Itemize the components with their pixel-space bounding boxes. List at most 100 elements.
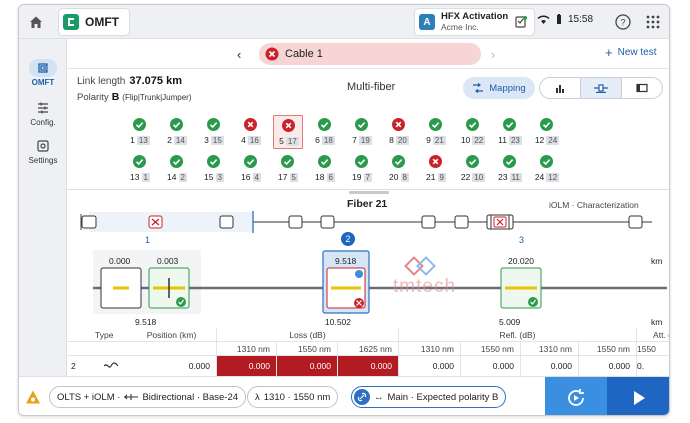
sliders-icon bbox=[38, 102, 48, 114]
fiber-number: 2 14 bbox=[162, 135, 192, 145]
pass-icon bbox=[540, 118, 553, 131]
fiber-number: 1 13 bbox=[125, 135, 155, 145]
test-config-chip[interactable]: OLTS + iOLM · Bidirectional · Base-24 bbox=[49, 386, 247, 408]
table-view-button[interactable] bbox=[622, 78, 662, 98]
home-icon[interactable] bbox=[27, 13, 45, 31]
fiber-cell[interactable]: 23 11 bbox=[495, 152, 525, 186]
nav-item-settings[interactable]: Settings bbox=[19, 137, 67, 165]
omft-icon bbox=[38, 63, 48, 73]
pass-icon bbox=[540, 155, 553, 168]
fiber-index: 1 bbox=[130, 135, 135, 145]
bidirectional-icon bbox=[124, 394, 139, 400]
fiber-cell[interactable]: 20 8 bbox=[384, 152, 414, 186]
sheet-drag-handle[interactable] bbox=[349, 191, 389, 194]
fiber-cell[interactable]: 17 5 bbox=[273, 152, 303, 186]
fiber-pair: 15 bbox=[210, 135, 224, 145]
pass-icon bbox=[207, 155, 220, 168]
fiber-cell[interactable]: 21 9 bbox=[421, 152, 451, 186]
fiber-number: 9 21 bbox=[421, 135, 451, 145]
row-att-last: 0. bbox=[637, 361, 645, 371]
span-label-3: 3 bbox=[519, 235, 524, 245]
col-loss-1625: 1625 nm bbox=[338, 342, 399, 355]
row-refl-1625: 0.000 bbox=[521, 356, 579, 376]
start-test-button[interactable] bbox=[607, 377, 669, 415]
mapping-button[interactable]: Mapping bbox=[463, 77, 535, 99]
nav-item-omft[interactable]: OMFT bbox=[19, 59, 67, 87]
fiber-pair: 24 bbox=[546, 135, 560, 145]
fiber-number: 12 24 bbox=[532, 135, 562, 145]
fiber-cell[interactable]: 7 19 bbox=[347, 115, 377, 149]
row-refl-1310: 0.000 bbox=[399, 356, 461, 376]
fiber-cell[interactable]: 16 4 bbox=[236, 152, 266, 186]
fiber-cell[interactable]: 5 17 bbox=[273, 115, 303, 149]
clock-time: 15:58 bbox=[568, 14, 594, 25]
row-att-1550: 0.000 bbox=[579, 356, 637, 376]
new-test-button[interactable]: + New test bbox=[605, 46, 657, 59]
cable-selector[interactable]: Cable 1 bbox=[259, 43, 481, 65]
wavelength-chip[interactable]: λ 1310 · 1550 nm bbox=[247, 386, 339, 408]
table-row[interactable]: 2 0.000 0.000 0.000 0.000 0.000 0.000 0.… bbox=[67, 356, 669, 376]
activation-status[interactable]: A HFX Activation Acme Inc. bbox=[415, 9, 535, 35]
prev-cable-chevron-icon[interactable]: ‹ bbox=[237, 47, 242, 62]
auto-test-button[interactable] bbox=[545, 377, 607, 415]
fiber-pair: 20 bbox=[395, 135, 409, 145]
fiber-index: 8 bbox=[389, 135, 394, 145]
bar-chart-view-button[interactable] bbox=[540, 78, 581, 98]
pass-icon bbox=[466, 155, 479, 168]
fiber-cell[interactable]: 6 18 bbox=[310, 115, 340, 149]
help-icon[interactable]: ? bbox=[614, 13, 632, 31]
fiber-number: 4 16 bbox=[236, 135, 266, 145]
fiber-cell[interactable]: 18 6 bbox=[310, 152, 340, 186]
next-cable-chevron-icon[interactable]: › bbox=[491, 47, 496, 62]
new-test-label: New test bbox=[617, 47, 657, 58]
fiber-number: 14 2 bbox=[162, 172, 192, 182]
app-tab-omft[interactable]: OMFT bbox=[59, 9, 129, 35]
fiber-cell[interactable]: 4 16 bbox=[236, 115, 266, 149]
event-c-position: 20.020 bbox=[508, 256, 534, 266]
apps-grid-icon[interactable] bbox=[645, 14, 661, 30]
row-position: 0.000 bbox=[127, 356, 217, 376]
fiber-pair: 16 bbox=[247, 135, 261, 145]
fiber-cell[interactable]: 19 7 bbox=[347, 152, 377, 186]
fiber-cell[interactable]: 24 12 bbox=[532, 152, 562, 186]
col-att-1550: 1550 nm bbox=[579, 342, 637, 355]
fiber-index: 7 bbox=[352, 135, 357, 145]
fiber-number: 13 1 bbox=[125, 172, 155, 182]
fiber-index: 17 bbox=[278, 172, 288, 182]
fiber-number: 8 20 bbox=[384, 135, 414, 145]
col-att-last: 1550 bbox=[637, 343, 656, 354]
pass-icon bbox=[170, 118, 183, 131]
warning-icon[interactable] bbox=[25, 389, 41, 405]
svg-text:?: ? bbox=[620, 18, 625, 28]
fiber-pair: 10 bbox=[472, 172, 486, 182]
events-table: Type Position (km) Loss (dB) Refl. (dB) … bbox=[67, 328, 669, 376]
fiber-cell[interactable]: 10 22 bbox=[458, 115, 488, 149]
fiber-cell[interactable]: 8 20 bbox=[384, 115, 414, 149]
fiber-number: 21 9 bbox=[421, 172, 451, 182]
fiber-cell[interactable]: 15 3 bbox=[199, 152, 229, 186]
fiber-pair: 13 bbox=[136, 135, 150, 145]
fiber-cell[interactable]: 2 14 bbox=[162, 115, 192, 149]
bar-chart-icon bbox=[556, 85, 564, 93]
view-toggle bbox=[539, 77, 663, 99]
nav-item-config[interactable]: Config. bbox=[19, 99, 67, 127]
fiber-cell[interactable]: 14 2 bbox=[162, 152, 192, 186]
fiber-cell[interactable]: 11 23 bbox=[495, 115, 525, 149]
fiber-cell[interactable]: 9 21 bbox=[421, 115, 451, 149]
fiber-cell[interactable]: 13 1 bbox=[125, 152, 155, 186]
fiber-number: 16 4 bbox=[236, 172, 266, 182]
polarity-chip[interactable]: ↔ Main · Expected polarity B bbox=[351, 386, 507, 408]
fiber-detail-sheet: Fiber 21 iOLM · Characterization 1 2 3 bbox=[67, 189, 670, 376]
col-loss-1550: 1550 nm bbox=[277, 342, 338, 355]
fiber-index: 13 bbox=[130, 172, 140, 182]
fiber-cell[interactable]: 3 15 bbox=[199, 115, 229, 149]
pass-icon bbox=[318, 155, 331, 168]
linkmap-view-button[interactable] bbox=[581, 78, 622, 98]
nav-label-settings: Settings bbox=[28, 156, 58, 165]
fiber-cell[interactable]: 22 10 bbox=[458, 152, 488, 186]
trace-graphic[interactable] bbox=[67, 248, 670, 328]
link-map[interactable]: 1 2 3 bbox=[67, 210, 670, 248]
fiber-index: 4 bbox=[241, 135, 246, 145]
fiber-cell[interactable]: 1 13 bbox=[125, 115, 155, 149]
fiber-cell[interactable]: 12 24 bbox=[532, 115, 562, 149]
